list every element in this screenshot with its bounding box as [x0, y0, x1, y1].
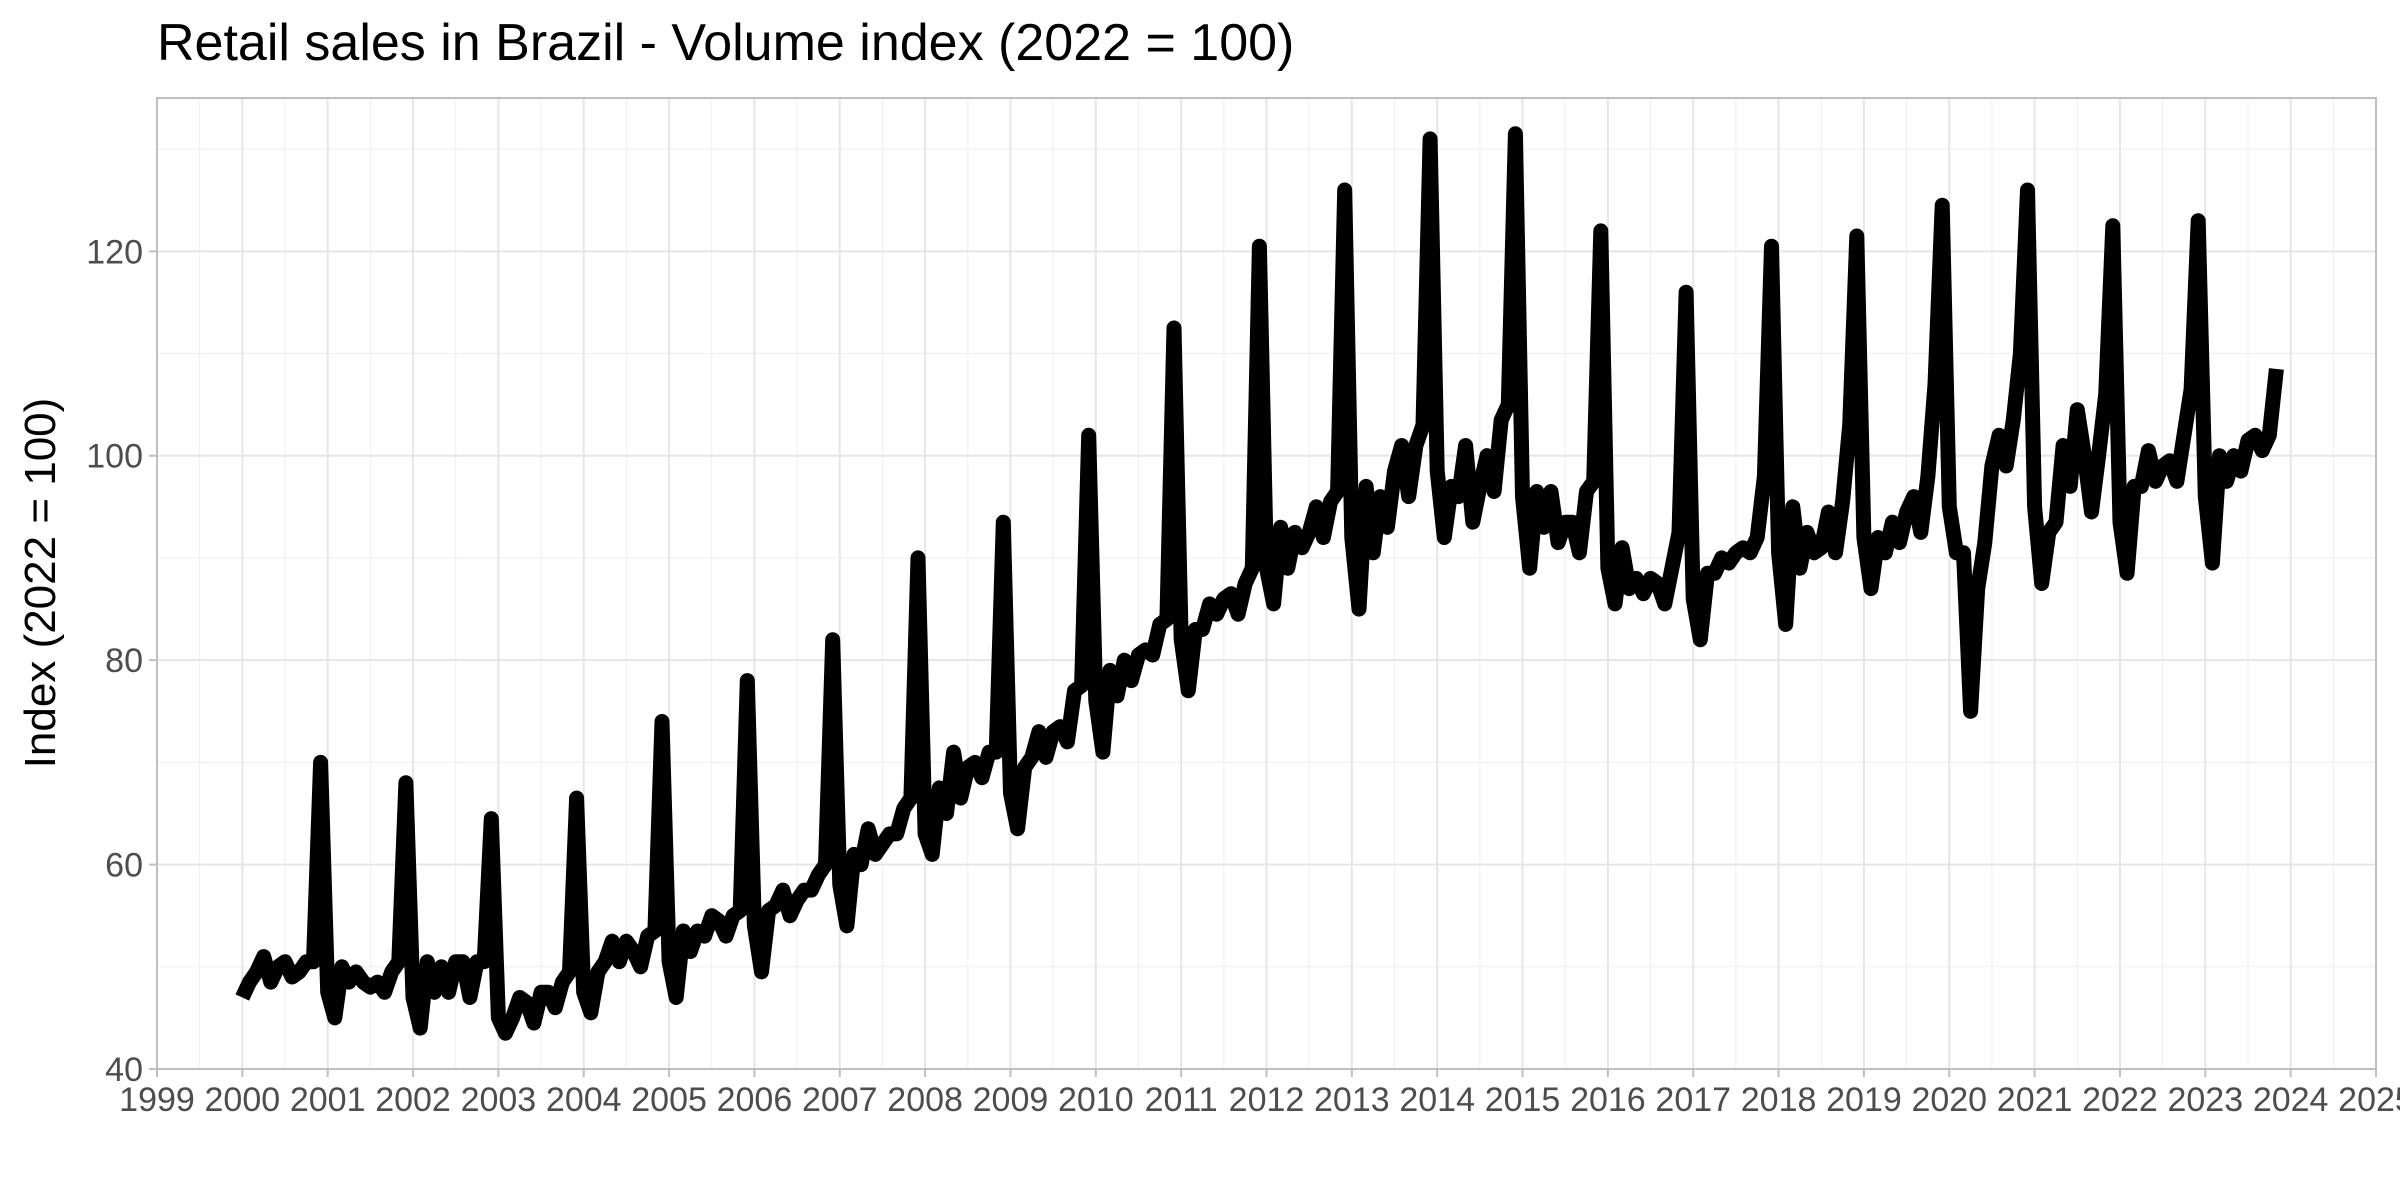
x-tick-label: 2017: [1655, 1081, 1731, 1119]
x-tick-label: 2001: [290, 1081, 366, 1119]
series-line-1: [235, 126, 2284, 1041]
y-tick-label: 60: [105, 847, 143, 885]
series-layer: [235, 126, 2284, 1041]
x-tick-label: 2021: [1997, 1081, 2073, 1119]
x-tick-label: 2016: [1570, 1081, 1646, 1119]
x-tick-label: 2014: [1399, 1081, 1475, 1119]
x-tick-label: 2006: [717, 1081, 793, 1119]
y-tick-label: 40: [105, 1051, 143, 1089]
x-tick-label: 2025: [2338, 1081, 2400, 1119]
y-tick-label: 120: [86, 233, 143, 271]
x-tick-label: 2019: [1826, 1081, 1902, 1119]
x-tick-label: 2020: [1911, 1081, 1987, 1119]
x-tick-label: 2011: [1145, 1081, 1218, 1119]
chart-title: Retail sales in Brazil - Volume index (2…: [157, 14, 1294, 72]
x-tick-label: 2018: [1741, 1081, 1817, 1119]
x-tick-label: 2023: [2167, 1081, 2243, 1119]
x-tick-label: 2007: [802, 1081, 878, 1119]
x-tick-label: 2003: [461, 1081, 537, 1119]
x-tick-label: 2008: [887, 1081, 963, 1119]
x-tick-label: 2010: [1058, 1081, 1134, 1119]
x-tick-label: 2004: [546, 1081, 622, 1119]
x-tick-label: 2022: [2082, 1081, 2158, 1119]
x-tick-label: 2002: [375, 1081, 451, 1119]
x-tick-label: 2000: [205, 1081, 281, 1119]
axis-ticks: 1999 2000 2001 2002 2003 2004 2005 2006 2007 2008…: [86, 233, 2400, 1119]
y-tick-label: 80: [105, 642, 143, 680]
x-tick-label: 1999: [119, 1081, 195, 1119]
y-tick-label: 100: [86, 438, 143, 476]
x-tick-label: 2013: [1314, 1081, 1390, 1119]
x-tick-label: 2009: [973, 1081, 1049, 1119]
x-tick-label: 2005: [631, 1081, 707, 1119]
y-axis-label: Index (2022 = 100): [16, 398, 65, 769]
x-tick-label: 2024: [2253, 1081, 2329, 1119]
x-tick-label: 2015: [1485, 1081, 1561, 1119]
x-tick-label: 2012: [1229, 1081, 1305, 1119]
